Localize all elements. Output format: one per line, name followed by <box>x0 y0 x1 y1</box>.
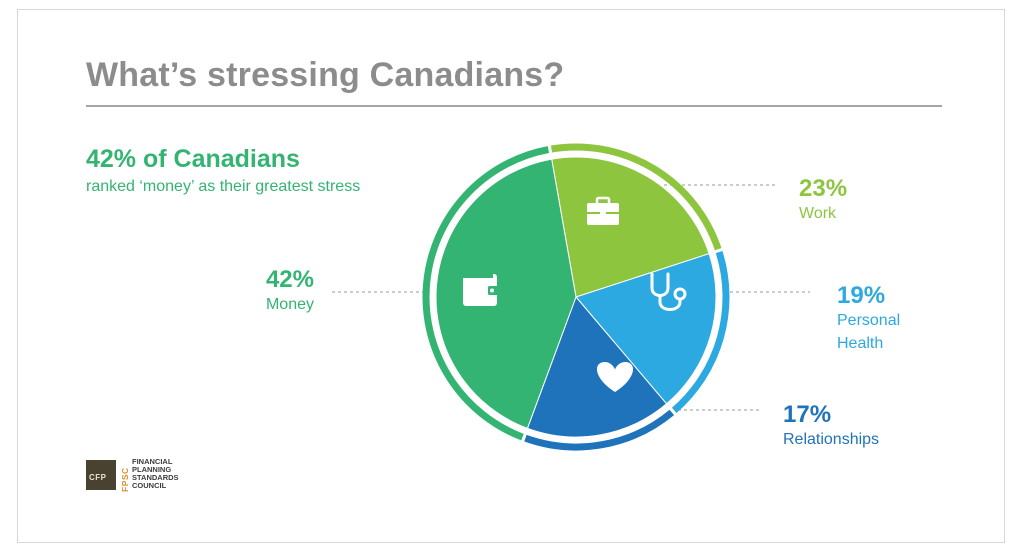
pie-slice-personal-health <box>575 253 717 405</box>
logo-line-1: FINANCIAL <box>132 457 173 466</box>
slice-value-money: 42% <box>266 266 314 293</box>
slice-labels: 23% Work 19% Personal Health 17% Relationships… <box>266 175 900 448</box>
heart-icon <box>596 362 634 392</box>
logo-line-4: COUNCIL <box>132 481 167 490</box>
pie-slices <box>435 156 717 438</box>
slice-label-personal-health-line-2: Health <box>837 335 883 352</box>
title-divider <box>86 105 942 107</box>
pie-slice-relationships <box>526 296 668 438</box>
slice-value-personal-health: 19% <box>837 282 885 309</box>
slice-icons <box>463 196 687 392</box>
page-title: What’s stressing Canadians? <box>86 56 565 94</box>
fpsc-vertical-mark: FPSC <box>119 456 129 492</box>
slice-label-personal-health-line-1: Personal <box>837 312 900 329</box>
ring-segment-personal-health <box>671 251 730 414</box>
cfp-logo-text: CFP <box>89 473 107 482</box>
logo-line-3: STANDARDS <box>132 473 179 482</box>
fpsc-vertical-text: FPSC <box>120 467 129 492</box>
ring-segment-money <box>422 146 550 441</box>
slice-label-relationships: Relationships <box>783 431 879 448</box>
slice-label-money: Money <box>266 296 314 313</box>
ring-segment-work <box>550 143 722 251</box>
ring-segment-relationships <box>524 409 675 451</box>
slice-value-relationships: 17% <box>783 401 831 428</box>
logo-line-2: PLANNING <box>132 465 172 474</box>
stethoscope-icon <box>650 272 687 311</box>
headline-stat: 42% of Canadians <box>86 145 300 173</box>
outer-ring <box>422 143 730 451</box>
pie-slice-money <box>435 158 577 429</box>
headline-text: ranked ‘money’ as their greatest stress <box>86 178 361 195</box>
wallet-icon <box>463 274 499 306</box>
cfp-logo-mark: CFP <box>86 460 116 490</box>
pie-slice-work <box>551 156 710 298</box>
fpsc-logo: CFP FPSC FINANCIAL PLANNING STANDARDS CO… <box>86 456 196 492</box>
fpsc-wordmark: FINANCIAL PLANNING STANDARDS COUNCIL <box>132 458 179 490</box>
briefcase-icon <box>587 196 619 225</box>
slice-label-work: Work <box>799 205 837 222</box>
slice-value-work: 23% <box>799 175 847 202</box>
